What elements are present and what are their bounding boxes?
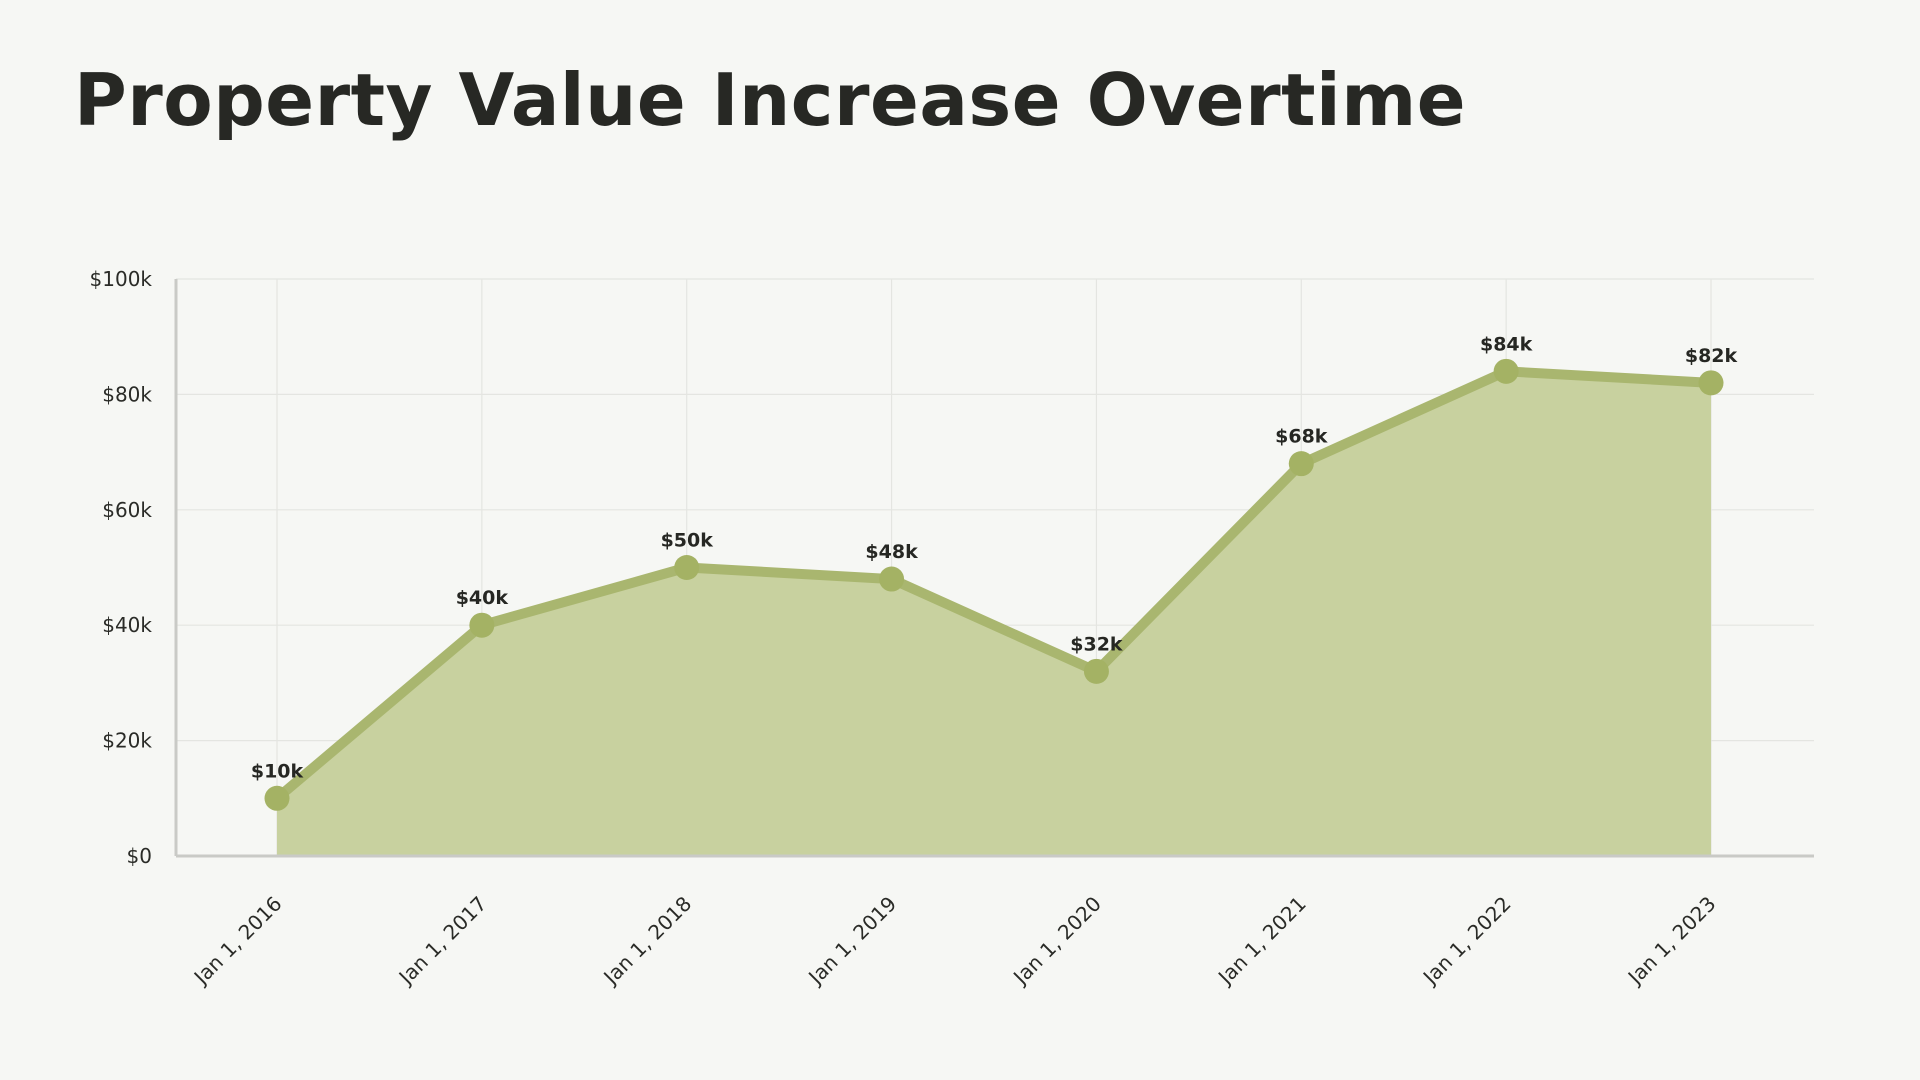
x-tick-label-4: Jan 1, 2020: [1007, 892, 1106, 991]
data-point-6: [1493, 358, 1519, 384]
y-tick-label-2: $40k: [102, 613, 152, 637]
data-label-0: $10k: [251, 760, 304, 782]
y-tick-label-3: $60k: [102, 498, 152, 522]
x-tick-label-5: Jan 1, 2021: [1212, 892, 1311, 991]
data-label-1: $40k: [456, 587, 509, 609]
data-point-1: [469, 612, 495, 638]
data-point-0: [264, 785, 290, 811]
data-point-5: [1288, 451, 1314, 477]
y-tick-label-0: $0: [127, 844, 152, 868]
data-label-4: $32k: [1070, 633, 1123, 655]
series-line: [272, 366, 1716, 804]
y-tick-label-1: $20k: [102, 729, 152, 753]
data-label-3: $48k: [865, 541, 918, 563]
x-tick-label-1: Jan 1, 2017: [393, 892, 492, 991]
data-label-5: $68k: [1275, 426, 1328, 448]
x-tick-label-3: Jan 1, 2019: [802, 892, 901, 991]
data-label-7: $82k: [1685, 345, 1738, 367]
x-tick-label-2: Jan 1, 2018: [598, 892, 697, 991]
data-point-7: [1698, 370, 1724, 396]
x-tick-label-7: Jan 1, 2023: [1622, 892, 1721, 991]
data-point-3: [879, 566, 905, 592]
data-label-6: $84k: [1480, 333, 1533, 355]
y-tick-label-5: $100k: [90, 267, 153, 291]
x-tick-label-0: Jan 1, 2016: [188, 892, 287, 991]
data-label-2: $50k: [661, 530, 714, 552]
area-fill: [277, 371, 1711, 856]
y-tick-label-4: $80k: [102, 382, 152, 406]
chart-title: Property Value Increase Overtime: [74, 58, 1467, 142]
x-tick-label-6: Jan 1, 2022: [1417, 892, 1516, 991]
data-point-2: [674, 555, 700, 580]
data-point-4: [1083, 658, 1109, 684]
